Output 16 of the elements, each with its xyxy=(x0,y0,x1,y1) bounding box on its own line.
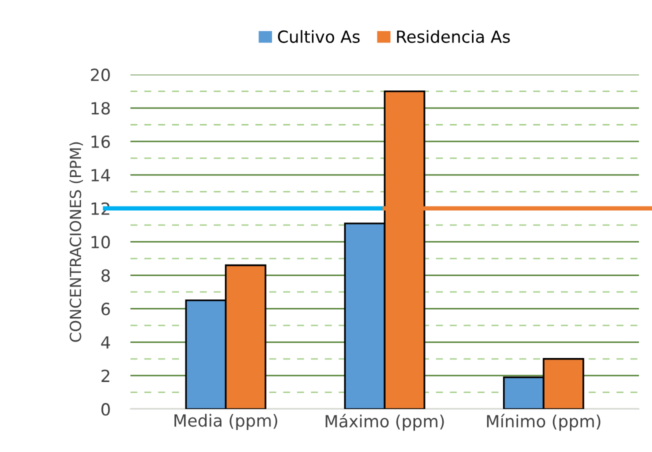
y-tick-label: 4 xyxy=(101,336,110,348)
y-tick-label: 10 xyxy=(92,236,110,248)
y-tick-label: 6 xyxy=(102,302,110,316)
y-tick-label: 8 xyxy=(101,269,110,282)
x-tick-label: Media (ppm) xyxy=(174,414,278,430)
y-tick-label: 0 xyxy=(101,403,110,416)
legend-label: Residencia As xyxy=(397,30,510,43)
y-tick-label: 20 xyxy=(90,68,110,82)
y-tick-label: 18 xyxy=(92,102,110,115)
y-tick-label: 2 xyxy=(102,370,110,382)
y-axis-title: CONCENTRACIONES (PPM) xyxy=(69,142,84,342)
x-tick-label: Mínimo (ppm) xyxy=(487,414,600,431)
y-tick-label: 16 xyxy=(92,135,110,148)
y-tick-label: 14 xyxy=(92,169,110,182)
x-tick-label: Máximo (ppm) xyxy=(326,414,444,431)
legend-label: Cultivo As xyxy=(278,30,360,43)
